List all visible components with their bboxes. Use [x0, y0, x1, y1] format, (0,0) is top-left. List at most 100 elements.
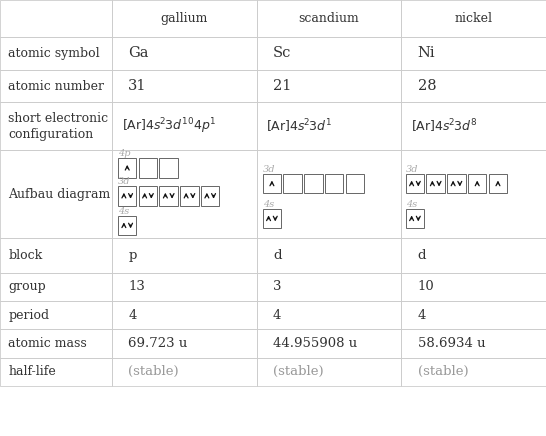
Text: 4s: 4s	[406, 200, 417, 209]
Bar	[0, 70, 112, 102]
Bar	[0, 329, 112, 358]
Bar	[257, 272, 401, 301]
Text: 4: 4	[273, 309, 281, 321]
Bar	[257, 102, 401, 150]
Bar	[406, 174, 424, 194]
Bar	[401, 272, 546, 301]
Text: 21: 21	[273, 79, 292, 93]
Bar	[401, 301, 546, 329]
Bar	[112, 272, 257, 301]
Bar	[401, 150, 546, 238]
Bar	[426, 174, 445, 194]
Bar	[112, 358, 257, 386]
Bar	[346, 174, 364, 194]
Bar	[257, 301, 401, 329]
Bar	[406, 209, 424, 228]
Bar	[304, 174, 323, 194]
Bar	[112, 150, 257, 238]
Text: (stable): (stable)	[128, 365, 179, 378]
Bar	[401, 329, 546, 358]
Text: 4: 4	[418, 309, 426, 321]
Bar	[159, 186, 178, 205]
Bar	[112, 37, 257, 70]
Bar	[401, 37, 546, 70]
Text: 3d: 3d	[118, 177, 130, 186]
Text: short electronic
configuration: short electronic configuration	[8, 112, 108, 141]
Bar	[0, 238, 112, 272]
Bar	[139, 158, 157, 178]
Text: 31: 31	[128, 79, 147, 93]
Bar	[0, 301, 112, 329]
Bar	[325, 174, 343, 194]
Text: gallium: gallium	[161, 12, 208, 25]
Bar	[0, 272, 112, 301]
Bar	[283, 174, 302, 194]
Text: Ga: Ga	[128, 46, 149, 61]
Bar	[112, 70, 257, 102]
Text: 3d: 3d	[406, 165, 418, 174]
Bar	[489, 174, 507, 194]
Bar	[112, 0, 257, 37]
Text: scandium: scandium	[299, 12, 359, 25]
Text: 4s: 4s	[118, 207, 129, 215]
Bar	[401, 358, 546, 386]
Bar	[401, 70, 546, 102]
Bar	[112, 301, 257, 329]
Bar	[180, 186, 199, 205]
Bar	[257, 70, 401, 102]
Bar	[263, 174, 281, 194]
Text: 58.6934 u: 58.6934 u	[418, 337, 485, 350]
Bar	[118, 186, 136, 205]
Bar	[447, 174, 466, 194]
Text: Aufbau diagram: Aufbau diagram	[8, 187, 110, 201]
Bar	[112, 102, 257, 150]
Bar	[118, 215, 136, 235]
Bar	[468, 174, 486, 194]
Text: d: d	[418, 249, 426, 262]
Bar	[257, 0, 401, 37]
Text: atomic mass: atomic mass	[8, 337, 87, 350]
Text: 13: 13	[128, 280, 145, 293]
Text: Sc: Sc	[273, 46, 292, 61]
Bar	[257, 329, 401, 358]
Text: half-life: half-life	[8, 365, 56, 378]
Text: atomic symbol: atomic symbol	[8, 47, 100, 60]
Bar	[112, 238, 257, 272]
Bar	[401, 102, 546, 150]
Text: Ni: Ni	[418, 46, 435, 61]
Text: atomic number: atomic number	[8, 80, 104, 92]
Text: $[\mathrm{Ar}]4s^{\!2}3d^{10}4p^{1}$: $[\mathrm{Ar}]4s^{\!2}3d^{10}4p^{1}$	[122, 117, 216, 136]
Text: $[\mathrm{Ar}]4s^{\!2}3d^{1}$: $[\mathrm{Ar}]4s^{\!2}3d^{1}$	[266, 118, 333, 135]
Bar	[112, 329, 257, 358]
Text: (stable): (stable)	[418, 365, 468, 378]
Bar	[118, 158, 136, 178]
Bar	[0, 0, 112, 37]
Text: 4s: 4s	[263, 200, 274, 209]
Text: nickel: nickel	[455, 12, 492, 25]
Bar	[257, 238, 401, 272]
Bar	[401, 0, 546, 37]
Bar	[0, 150, 112, 238]
Bar	[0, 37, 112, 70]
Bar	[401, 238, 546, 272]
Text: 10: 10	[418, 280, 435, 293]
Text: block: block	[8, 249, 43, 262]
Bar	[257, 358, 401, 386]
Text: 44.955908 u: 44.955908 u	[273, 337, 357, 350]
Text: $[\mathrm{Ar}]4s^{\!2}3d^{8}$: $[\mathrm{Ar}]4s^{\!2}3d^{8}$	[411, 118, 478, 135]
Text: 4: 4	[128, 309, 136, 321]
Text: 3d: 3d	[263, 165, 275, 174]
Bar	[263, 209, 281, 228]
Text: (stable): (stable)	[273, 365, 324, 378]
Bar	[201, 186, 219, 205]
Bar	[0, 102, 112, 150]
Text: group: group	[8, 280, 46, 293]
Bar	[257, 37, 401, 70]
Text: 4p: 4p	[118, 149, 130, 158]
Text: p: p	[128, 249, 136, 262]
Bar	[257, 150, 401, 238]
Bar	[159, 158, 178, 178]
Bar	[139, 186, 157, 205]
Text: 3: 3	[273, 280, 282, 293]
Text: period: period	[8, 309, 49, 321]
